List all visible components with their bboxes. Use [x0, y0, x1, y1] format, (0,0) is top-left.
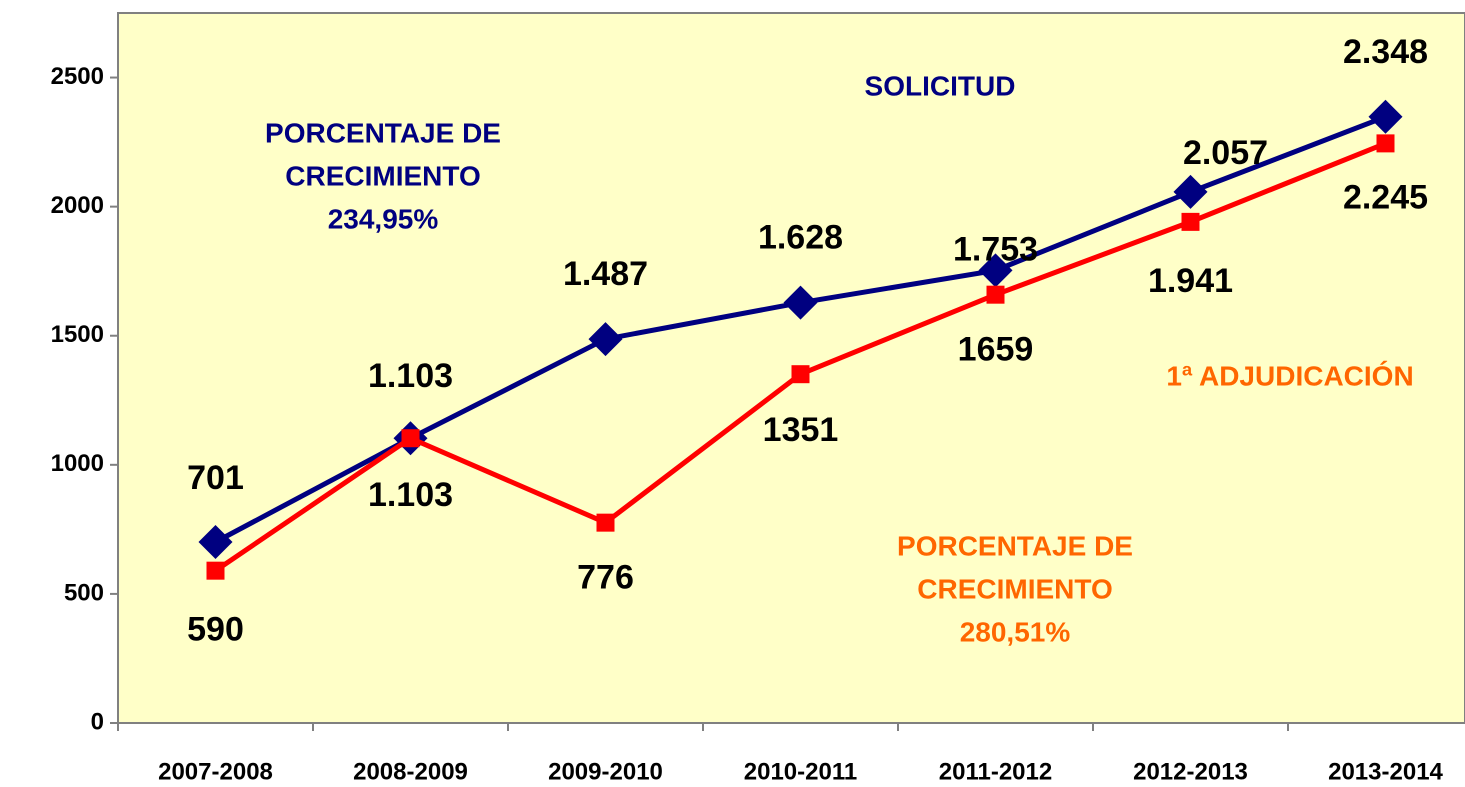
- marker: [1181, 212, 1200, 231]
- marker: [1173, 174, 1208, 209]
- series-label: SOLICITUD: [865, 70, 1016, 101]
- data-label: 590: [187, 611, 244, 649]
- annotation: CRECIMIENTO: [917, 573, 1113, 604]
- data-label: 1.487: [563, 255, 648, 293]
- marker: [206, 561, 225, 580]
- marker: [1368, 99, 1403, 134]
- data-label: 2.348: [1343, 33, 1428, 71]
- annotation: CRECIMIENTO: [285, 160, 481, 191]
- data-label: 2.245: [1343, 178, 1428, 216]
- data-label: 2.057: [1183, 134, 1268, 172]
- annotation: PORCENTAJE DE: [897, 530, 1133, 561]
- x-tick-label: 2009-2010: [548, 758, 663, 785]
- data-label: 1351: [763, 411, 839, 449]
- marker: [986, 285, 1005, 304]
- x-tick-label: 2011-2012: [939, 758, 1052, 785]
- marker: [596, 513, 615, 532]
- annotation: 280,51%: [960, 616, 1071, 647]
- marker: [978, 253, 1013, 288]
- data-label: 1659: [958, 331, 1034, 369]
- data-label: 776: [577, 559, 634, 597]
- data-label: 1.753: [953, 230, 1038, 268]
- y-tick-label: 2500: [51, 63, 104, 90]
- annotation: 234,95%: [328, 203, 439, 234]
- marker: [783, 285, 818, 320]
- y-tick-label: 500: [64, 579, 104, 606]
- x-tick-label: 2012-2013: [1133, 758, 1248, 785]
- marker: [1376, 134, 1395, 153]
- data-label: 1.103: [368, 476, 453, 514]
- marker: [198, 525, 233, 560]
- x-tick-label: 2007-2008: [158, 758, 273, 785]
- data-label: 1.103: [368, 357, 453, 395]
- x-tick-label: 2010-2011: [744, 758, 857, 785]
- y-tick-label: 1000: [51, 450, 104, 477]
- x-tick-label: 2008-2009: [353, 758, 468, 785]
- marker: [588, 322, 623, 357]
- marker: [791, 365, 810, 384]
- x-tick-label: 2013-2014: [1328, 758, 1443, 785]
- y-tick-label: 2000: [51, 192, 104, 219]
- marker: [401, 429, 420, 448]
- data-label: 1.628: [758, 219, 843, 257]
- annotation: PORCENTAJE DE: [265, 117, 501, 148]
- y-tick-label: 1500: [51, 321, 104, 348]
- data-label: 701: [187, 459, 244, 497]
- series-label: 1ª ADJUDICACIÓN: [1166, 360, 1413, 391]
- data-label: 1.941: [1148, 262, 1233, 300]
- y-tick-label: 0: [91, 708, 104, 735]
